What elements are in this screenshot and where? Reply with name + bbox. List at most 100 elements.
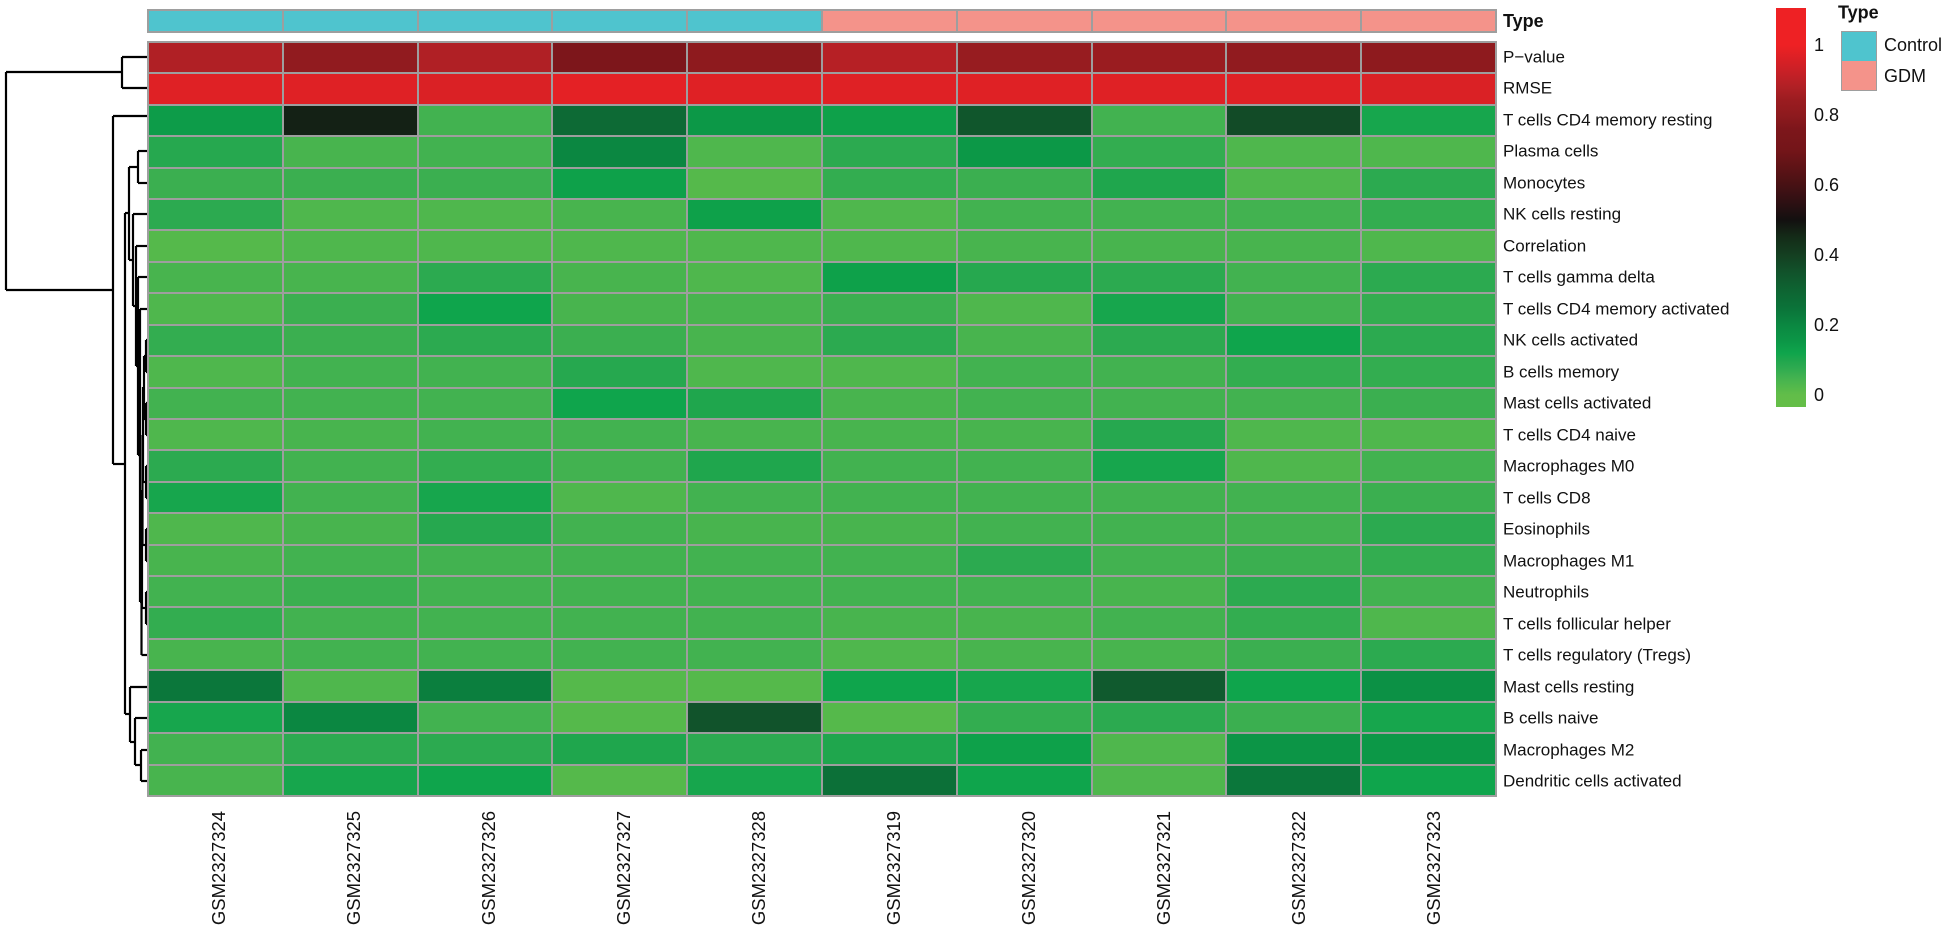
heatmap-cell bbox=[1362, 200, 1495, 230]
heatmap-cell bbox=[1362, 577, 1495, 607]
row-label: T cells gamma delta bbox=[1503, 267, 1655, 287]
heatmap-cell bbox=[688, 105, 821, 136]
heatmap-cell bbox=[553, 200, 687, 230]
heatmap-cell bbox=[823, 137, 956, 167]
heatmap-cell bbox=[149, 577, 282, 607]
heatmap-cell bbox=[553, 451, 687, 481]
heatmap-cell bbox=[149, 451, 282, 481]
heatmap-cell bbox=[957, 388, 1091, 418]
annotation-cell-GSM2327328 bbox=[688, 11, 821, 31]
heatmap-cell bbox=[283, 74, 417, 104]
heatmap-cell bbox=[957, 357, 1091, 387]
heatmap-cell bbox=[1362, 43, 1495, 73]
heatmap-cell bbox=[957, 702, 1091, 733]
heatmap-cell bbox=[823, 765, 956, 795]
heatmap-cell bbox=[1092, 200, 1226, 230]
heatmap-cell bbox=[418, 325, 552, 356]
heatmap-cell bbox=[1362, 734, 1495, 764]
row-label: Mast cells activated bbox=[1503, 393, 1652, 413]
heatmap-cell bbox=[688, 608, 821, 638]
heatmap-cell bbox=[283, 231, 417, 261]
heatmap-cell bbox=[553, 357, 687, 387]
annotation-cell-GSM2327324 bbox=[149, 11, 282, 31]
heatmap-cell bbox=[418, 671, 552, 701]
heatmap-cell bbox=[1092, 451, 1226, 481]
heatmap-grid bbox=[147, 41, 1497, 797]
heatmap-cell bbox=[823, 262, 956, 293]
heatmap-cell bbox=[149, 105, 282, 136]
heatmap-cell bbox=[418, 765, 552, 795]
heatmap-cell bbox=[1362, 137, 1495, 167]
heatmap-cell bbox=[688, 765, 821, 795]
row-label: Correlation bbox=[1503, 236, 1587, 256]
heatmap-cell bbox=[553, 262, 687, 293]
heatmap-cell bbox=[553, 137, 687, 167]
row-label: P−value bbox=[1503, 47, 1565, 67]
annotation-cell-GSM2327325 bbox=[283, 11, 417, 31]
heatmap-cell bbox=[418, 294, 552, 324]
heatmap-cell bbox=[553, 419, 687, 450]
colorbar-tick-label: 0.2 bbox=[1814, 315, 1840, 335]
heatmap-cell bbox=[283, 734, 417, 764]
column-label: GSM2327319 bbox=[882, 810, 904, 926]
heatmap-cell bbox=[1362, 262, 1495, 293]
heatmap-cell bbox=[1092, 545, 1226, 576]
heatmap-cell bbox=[957, 765, 1091, 795]
heatmap-cell bbox=[553, 608, 687, 638]
heatmap-cell bbox=[823, 545, 956, 576]
column-label: GSM2327327 bbox=[612, 810, 634, 926]
heatmap-cell bbox=[1362, 74, 1495, 104]
column-label: GSM2327320 bbox=[1017, 810, 1039, 926]
row-label: Macrophages M2 bbox=[1503, 740, 1635, 760]
row-label: Macrophages M1 bbox=[1503, 551, 1635, 571]
heatmap-cell bbox=[688, 200, 821, 230]
heatmap-cell bbox=[149, 137, 282, 167]
heatmap-cell bbox=[1227, 105, 1361, 136]
legend-label: Control bbox=[1884, 35, 1943, 55]
heatmap-cell bbox=[1227, 419, 1361, 450]
row-label: Monocytes bbox=[1503, 173, 1586, 193]
heatmap-cell bbox=[283, 294, 417, 324]
heatmap-cell bbox=[149, 639, 282, 670]
colorbar-gradient bbox=[1776, 8, 1806, 407]
heatmap-cell bbox=[1227, 608, 1361, 638]
heatmap-cell bbox=[1227, 545, 1361, 576]
heatmap-cell bbox=[823, 734, 956, 764]
heatmap-cell bbox=[1362, 419, 1495, 450]
annotation-cell-GSM2327319 bbox=[823, 11, 956, 31]
heatmap-cell bbox=[1092, 231, 1226, 261]
heatmap-cell bbox=[688, 419, 821, 450]
heatmap-cell bbox=[283, 357, 417, 387]
heatmap-cell bbox=[1227, 734, 1361, 764]
heatmap-cell bbox=[553, 765, 687, 795]
heatmap-cell bbox=[823, 482, 956, 513]
heatmap-cell bbox=[1092, 514, 1226, 544]
heatmap-cell bbox=[823, 231, 956, 261]
heatmap-cell bbox=[1092, 639, 1226, 670]
heatmap-cell bbox=[149, 671, 282, 701]
row-label: Eosinophils bbox=[1503, 519, 1590, 539]
heatmap-cell bbox=[688, 325, 821, 356]
heatmap-cell bbox=[1362, 357, 1495, 387]
heatmap-cell bbox=[1092, 105, 1226, 136]
heatmap-cell bbox=[283, 388, 417, 418]
heatmap-cell bbox=[418, 608, 552, 638]
heatmap-cell bbox=[1227, 294, 1361, 324]
annotation-cell-GSM2327326 bbox=[418, 11, 552, 31]
heatmap-cell bbox=[957, 734, 1091, 764]
heatmap-cell bbox=[283, 200, 417, 230]
heatmap-cell bbox=[957, 168, 1091, 199]
heatmap-cell bbox=[1092, 388, 1226, 418]
heatmap-cell bbox=[823, 608, 956, 638]
heatmap-cell bbox=[957, 74, 1091, 104]
legend-title: Type bbox=[1838, 2, 1879, 23]
heatmap-cell bbox=[688, 577, 821, 607]
heatmap-cell bbox=[1227, 702, 1361, 733]
heatmap-cell bbox=[418, 231, 552, 261]
heatmap-cell bbox=[1362, 702, 1495, 733]
heatmap-cell bbox=[553, 545, 687, 576]
colorbar-tick-label: 0 bbox=[1814, 385, 1825, 405]
heatmap-cell bbox=[823, 514, 956, 544]
heatmap-cell bbox=[283, 545, 417, 576]
heatmap-cell bbox=[1092, 419, 1226, 450]
